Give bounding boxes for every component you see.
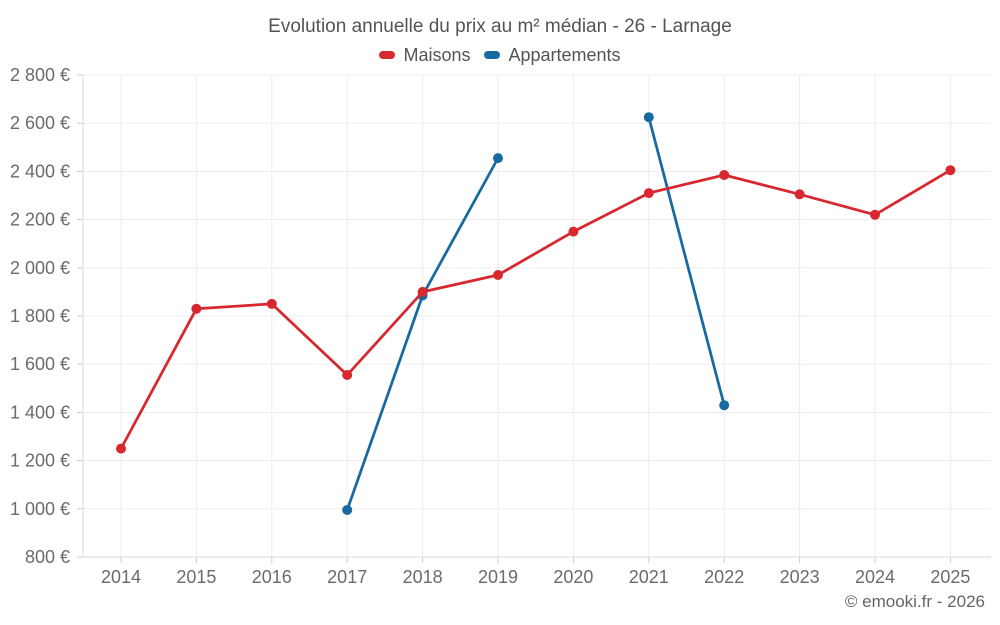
legend-label-maisons: Maisons xyxy=(403,44,471,65)
y-axis-label: 1 200 € xyxy=(10,451,70,471)
data-point-maisons-2021 xyxy=(643,188,654,199)
legend-label-appartements: Appartements xyxy=(508,44,621,65)
y-axis-label: 2 000 € xyxy=(10,258,70,278)
data-point-appartements-2017 xyxy=(342,505,353,515)
chart-legend: Maisons Appartements xyxy=(0,44,1000,66)
data-point-maisons-2022 xyxy=(719,170,730,180)
data-point-maisons-2024 xyxy=(870,209,880,220)
y-axis-label: 1 800 € xyxy=(10,306,70,326)
data-point-maisons-2014 xyxy=(116,443,126,454)
data-point-appartements-2022 xyxy=(719,400,730,411)
watermark: © emooki.fr - 2026 xyxy=(844,592,985,611)
data-point-appartements-2019 xyxy=(493,153,503,164)
x-axis-label: 2024 xyxy=(855,567,895,587)
x-axis-label: 2020 xyxy=(553,567,593,587)
x-axis-label: 2017 xyxy=(327,567,367,587)
y-axis-label: 2 200 € xyxy=(10,210,70,230)
y-axis-label: 1 000 € xyxy=(10,499,70,519)
series-line-maisons xyxy=(119,168,952,450)
y-axis-label: 1 600 € xyxy=(10,354,70,374)
x-axis-label: 2021 xyxy=(629,567,669,587)
x-axis-label: 2023 xyxy=(780,567,820,587)
data-point-maisons-2020 xyxy=(568,226,579,237)
x-axis-label: 2025 xyxy=(930,567,970,587)
data-point-maisons-2023 xyxy=(794,189,805,200)
x-axis-label: 2014 xyxy=(101,567,141,587)
data-point-maisons-2019 xyxy=(493,270,503,280)
legend-swatch-appartements xyxy=(484,51,501,59)
x-axis-label: 2019 xyxy=(478,567,518,587)
x-axis-label: 2018 xyxy=(403,567,443,587)
data-point-maisons-2025 xyxy=(945,165,956,176)
y-axis-label: 1 400 € xyxy=(10,402,70,422)
x-axis-label: 2015 xyxy=(176,567,216,587)
legend-item-appartements: Appartements xyxy=(484,44,621,66)
data-point-appartements-2021 xyxy=(643,112,654,123)
chart-title: Evolution annuelle du prix au m² médian … xyxy=(268,16,732,37)
y-axis-label: 800 € xyxy=(25,547,70,567)
data-point-maisons-2016 xyxy=(266,298,277,309)
data-point-maisons-2017 xyxy=(342,370,353,380)
x-axis-label: 2016 xyxy=(252,567,292,587)
data-point-maisons-2015 xyxy=(191,303,202,314)
y-axis-label: 2 400 € xyxy=(10,161,70,181)
legend-item-maisons: Maisons xyxy=(379,45,470,66)
data-point-maisons-2018 xyxy=(417,286,428,297)
y-axis-label: 2 800 € xyxy=(10,65,70,85)
y-axis-label: 2 600 € xyxy=(10,113,70,133)
x-axis-label: 2022 xyxy=(704,567,744,587)
legend-swatch-maisons xyxy=(379,51,396,59)
